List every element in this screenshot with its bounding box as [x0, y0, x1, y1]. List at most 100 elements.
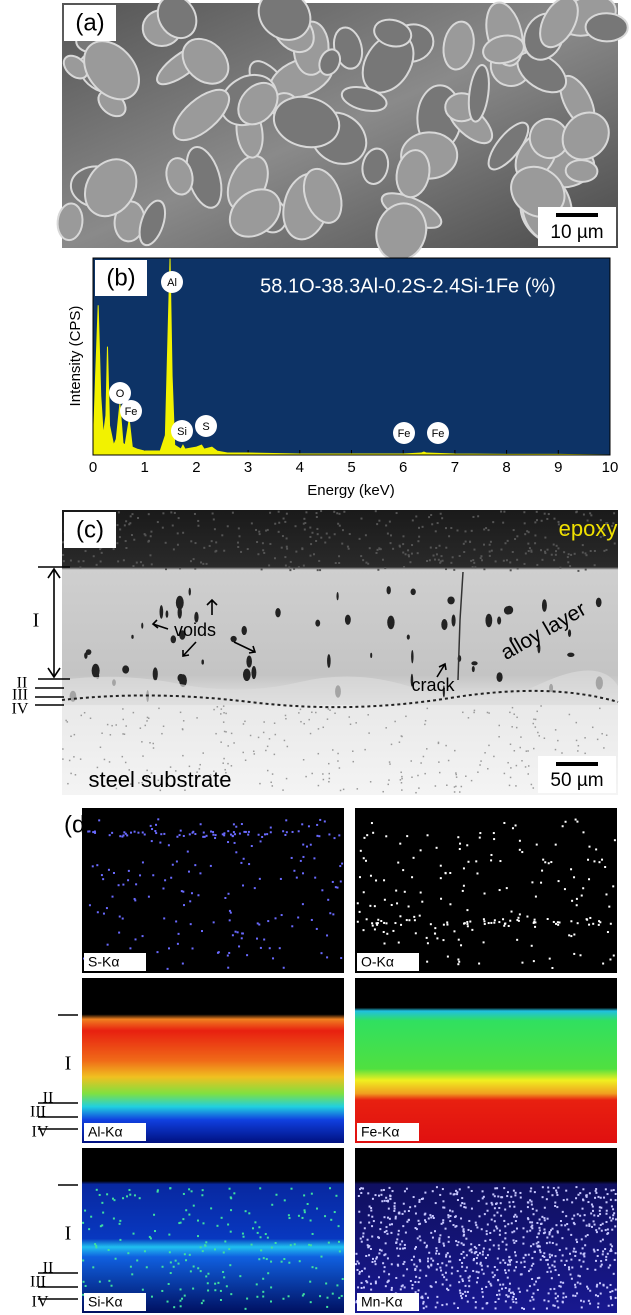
- map-dot: [228, 1248, 230, 1250]
- map-dot: [338, 834, 340, 836]
- layer-label: III: [30, 1104, 46, 1121]
- speck: [225, 731, 227, 733]
- map-dot: [432, 1260, 434, 1262]
- map-dot: [291, 925, 293, 927]
- map-dot: [452, 1224, 454, 1226]
- map-dot: [524, 1261, 526, 1263]
- panel-label: (b): [106, 264, 135, 291]
- map-dot: [542, 1255, 544, 1257]
- speck: [172, 525, 174, 527]
- map-dot: [391, 904, 393, 906]
- map-dot: [152, 874, 154, 876]
- map-dot: [610, 1297, 612, 1299]
- map-dot: [82, 1259, 84, 1261]
- map-dot: [587, 1234, 589, 1236]
- speck: [504, 773, 506, 775]
- speck: [528, 550, 530, 552]
- map-dot: [241, 823, 243, 825]
- map-dot: [468, 1285, 470, 1287]
- map-dot: [458, 961, 460, 963]
- speck: [426, 748, 428, 750]
- map-dot: [199, 872, 201, 874]
- map-dot: [363, 857, 365, 859]
- speck: [82, 560, 84, 562]
- speck: [541, 559, 543, 561]
- speck: [190, 540, 192, 542]
- map-dot: [520, 1262, 522, 1264]
- speck: [251, 522, 253, 524]
- map-dot: [539, 1249, 541, 1251]
- map-dot: [381, 1200, 383, 1202]
- map-dot: [254, 887, 256, 889]
- map-dot: [587, 1288, 589, 1290]
- map-dot: [562, 1211, 564, 1213]
- map-dot: [395, 1216, 397, 1218]
- map-dot: [599, 1282, 601, 1284]
- map-dot: [392, 930, 394, 932]
- map-dot: [560, 1220, 562, 1222]
- speck: [473, 712, 475, 714]
- map-dot: [513, 1206, 515, 1208]
- speck: [422, 526, 424, 528]
- map-dot: [364, 1268, 366, 1270]
- map-dot: [183, 904, 185, 906]
- map-dot: [515, 1266, 517, 1268]
- speck: [445, 568, 447, 570]
- speck: [130, 515, 132, 517]
- map-dot: [529, 1230, 531, 1232]
- map-dot: [288, 1214, 290, 1216]
- map-dot: [108, 1249, 110, 1251]
- map-dot: [519, 1291, 521, 1293]
- map-dot: [497, 1195, 499, 1197]
- map-dot: [472, 1270, 474, 1272]
- map-dot: [246, 954, 248, 956]
- map-dot: [549, 1242, 551, 1244]
- speck: [233, 742, 235, 744]
- speck: [247, 548, 249, 550]
- map-dot: [389, 1198, 391, 1200]
- map-dot: [202, 1250, 204, 1252]
- speck: [431, 523, 433, 525]
- speck: [311, 532, 313, 534]
- speck: [389, 763, 391, 765]
- map-dot: [217, 1282, 219, 1284]
- map-dot: [558, 1274, 560, 1276]
- map-dot: [498, 1290, 500, 1292]
- speck: [401, 789, 403, 791]
- map-dot: [267, 1237, 269, 1239]
- map-dot: [540, 882, 542, 884]
- void: [160, 605, 164, 619]
- speck: [173, 548, 175, 550]
- map-dot: [128, 870, 130, 872]
- map-dot: [615, 1199, 617, 1201]
- map-dot: [581, 1306, 583, 1308]
- speck: [353, 761, 355, 763]
- speck: [399, 546, 401, 548]
- map-dot: [338, 1241, 340, 1243]
- speck: [516, 727, 518, 729]
- map-dot: [410, 1280, 412, 1282]
- map-dot: [462, 1251, 464, 1253]
- speck: [320, 510, 322, 512]
- map-dot: [270, 831, 272, 833]
- speck: [385, 727, 387, 729]
- map-dot: [597, 1306, 599, 1308]
- map-dot: [509, 1205, 511, 1207]
- map-dot: [411, 1287, 413, 1289]
- map-dot: [445, 1228, 447, 1230]
- map-dot: [471, 1190, 473, 1192]
- map-dot: [360, 1238, 362, 1240]
- map-dot: [609, 958, 611, 960]
- speck: [357, 788, 359, 790]
- map-dot: [358, 1211, 360, 1213]
- map-dot: [602, 1239, 604, 1241]
- speck: [445, 527, 447, 529]
- map-dot: [378, 1237, 380, 1239]
- map-dot: [505, 1249, 507, 1251]
- map-dot: [522, 1227, 524, 1229]
- map-dot: [96, 1189, 98, 1191]
- speck: [303, 759, 305, 761]
- map-dot: [118, 884, 120, 886]
- map-dot: [500, 1196, 502, 1198]
- map-dot: [554, 1205, 556, 1207]
